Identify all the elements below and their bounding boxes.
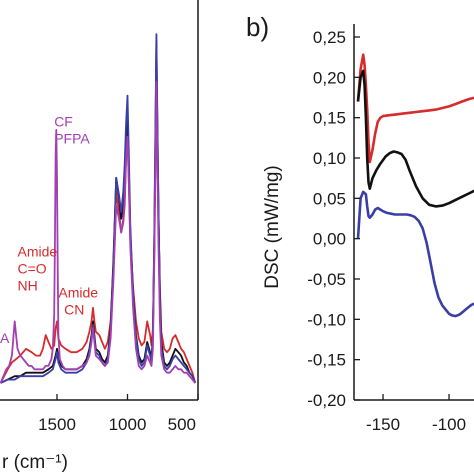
panel-a-annotation: Amide [58, 285, 98, 301]
panel-b-series-group [356, 53, 474, 318]
panel-a-annotation: CN [64, 302, 84, 318]
panel-b-y-axis-label: DSC (mW/mg) [262, 165, 283, 288]
panel-b-y-tick-label: 0,20 [313, 68, 346, 87]
panel-b-y-tick-label: 0,25 [313, 28, 346, 47]
panel-b-y-tick-label: -0,20 [307, 391, 346, 410]
panel-b-y-tick-label: -0,15 [307, 351, 346, 370]
panel-a-series-line-2 [0, 40, 197, 384]
panel-a-x-axis-label: r (cm⁻¹) [2, 452, 68, 473]
panel-a-x-tick-label: 1000 [109, 415, 147, 434]
panel-a-series-line-3 [0, 33, 197, 384]
panel-b-series-line-1 [356, 53, 474, 164]
panel-b-y-tick-label: 0,05 [313, 189, 346, 208]
panel-a-series-line-4 [0, 81, 196, 384]
panel-b-y-tick-label: -0,05 [307, 270, 346, 289]
panel-b-x-tick-label: -100 [432, 415, 466, 434]
panel-a-annotation: Amide [18, 244, 58, 260]
panel-a-annotation: PFPA [54, 131, 90, 147]
panel-b-y-tick-label: 0,10 [313, 149, 346, 168]
panel-a-series-group [0, 33, 197, 384]
panel-b-y-tick-label: -0,10 [307, 310, 346, 329]
panel-a-annotation: NH [18, 278, 38, 294]
panel-b-series-line-3 [356, 190, 474, 318]
panel-a-annotation: C=O [18, 261, 47, 277]
panel-a-x-tick-label: 1500 [38, 415, 76, 434]
panel-a-x-tick-label: 500 [168, 415, 196, 434]
panel-b-series-line-2 [356, 69, 474, 208]
panel-b-label: b) [246, 12, 269, 42]
panel-a-ticks-group: 1500 1000 500 [38, 394, 199, 434]
panel-a-annotation: CF [54, 114, 73, 130]
panel-b-y-tick-label: 0,00 [313, 230, 346, 249]
panel-a-series-line-1 [0, 67, 197, 384]
panel-b-dsc-chart: b) DSC (mW/mg) 0,25 0,20 0,15 0,10 0,05 0,00 -… [246, 12, 474, 434]
panel-b-y-tick-label: 0,15 [313, 109, 346, 128]
panel-b-x-tick-label: -150 [366, 415, 400, 434]
panel-a-edge-label: A [0, 330, 10, 346]
panel-b-ticks-group: 0,25 0,20 0,15 0,10 0,05 0,00 -0,05 -0,10 -0,15 -… [307, 28, 466, 434]
